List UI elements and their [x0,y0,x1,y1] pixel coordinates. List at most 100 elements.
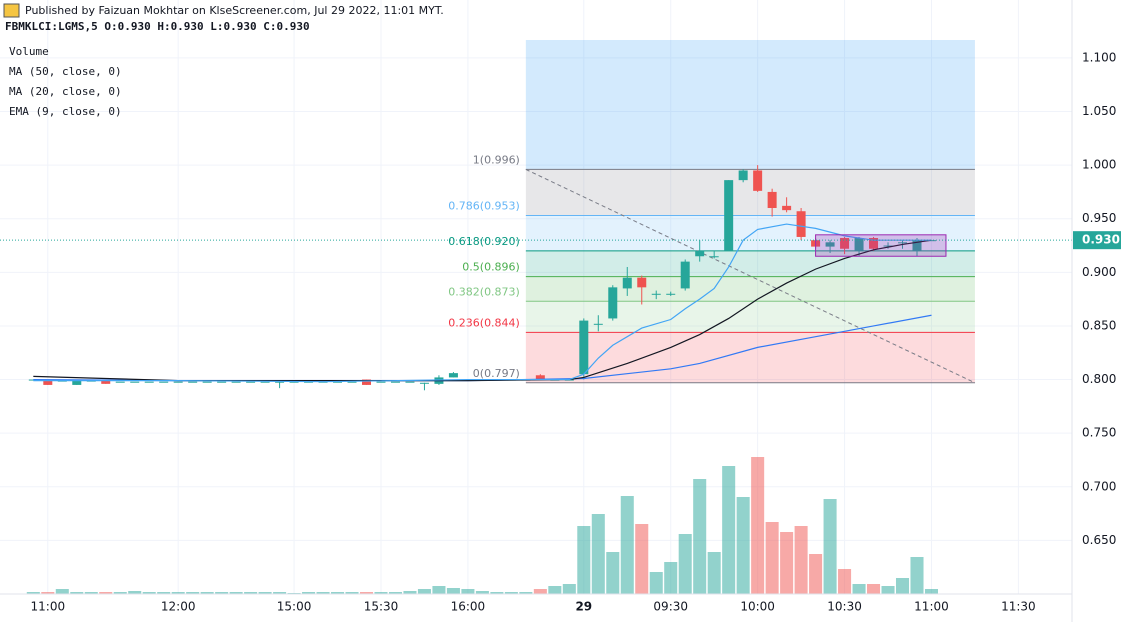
candle-body [144,381,154,383]
volume-bar [838,569,852,594]
candle-body [173,381,183,383]
x-tick-label: 15:00 [277,600,312,614]
candle-body [217,381,227,383]
candle-body [72,379,82,385]
candle-body [362,379,372,385]
candle-body [738,170,748,181]
candle-body [825,242,835,247]
candle-body [101,379,111,384]
volume-bar [171,592,185,594]
volume-bar [157,592,171,594]
candle-body [666,293,676,295]
legend-item: Volume [9,45,49,58]
x-tick-label: 16:00 [451,600,486,614]
volume-bar [809,554,823,594]
y-tick-label: 0.950 [1082,211,1116,225]
volume-bar [302,592,316,594]
x-tick-label: 12:00 [161,600,196,614]
volume-bar [403,591,417,594]
fib-trend-line [525,168,976,384]
volume-bar [461,589,475,594]
indicator-line [33,239,932,382]
candle-body [840,238,850,249]
x-tick-label: 11:30 [1001,600,1036,614]
y-tick-label: 1.050 [1082,104,1116,118]
volume-bar [852,584,866,594]
publisher: Published by Faizuan Mokhtar on KlseScre… [25,4,444,17]
volume-bar [504,592,518,594]
candle-body [753,170,763,191]
candle-body [854,238,864,251]
range-box [815,234,947,257]
volume-bar [562,584,576,594]
volume-bar [200,592,214,594]
volume-bar [591,514,605,594]
volume-bar [41,592,55,594]
y-tick-label: 1.000 [1082,158,1116,172]
fib-zone [525,250,975,277]
volume-bar [722,466,736,594]
x-tick-label: 15:30 [364,600,399,614]
fib-label: 1(0.996) [473,153,520,166]
x-tick-label: 11:00 [914,600,949,614]
fib-zone [525,332,975,383]
candle-body [651,293,661,295]
candle-body [333,381,343,383]
candle-body [275,381,285,383]
fib-zone [525,169,975,216]
logo [3,3,20,18]
candle-body [680,261,690,289]
volume-bar [229,592,243,594]
fib-extension-zone [525,40,975,170]
candle-body [709,256,719,258]
volume-bar [446,588,460,594]
volume-bar [533,589,547,594]
candle-body [622,277,632,289]
candle-body [405,381,415,383]
candle-body [43,379,53,385]
volume-bar [910,557,924,594]
symbol-line: FBMKLCI:LGMS,5 O:0.930 H:0.930 L:0.930 C… [5,20,310,33]
volume-bar [895,578,910,594]
volume-bar [823,499,837,594]
volume-bar [707,552,721,594]
volume-bar [417,589,431,594]
candle-body [390,381,400,383]
candle-body [260,381,270,383]
header: Published by Faizuan Mokhtar on KlseScre… [3,3,444,33]
x-tick-label: 11:00 [31,600,66,614]
x-tick-label: 10:00 [740,600,775,614]
candle-body [376,381,386,383]
volume-bar [548,586,562,594]
plot: 1(0.996) 0.786(0.953) 0.618(0.920) 0.5(0.89… [0,153,1072,391]
volume-bar [736,497,750,594]
candle-body [347,381,357,383]
candle-body [231,381,241,383]
volume-bar [475,591,489,594]
legend-item: EMA (9, close, 0) [9,105,122,118]
fib-label: 0(0.797) [473,367,520,380]
fib-zone [525,276,975,302]
candle-body [130,381,140,383]
last-price-box [1073,231,1121,250]
volume-bar [490,592,504,594]
candle-body [188,381,198,383]
volume-bar [215,592,229,594]
volume-bar [273,592,287,594]
volume-bar [881,586,895,594]
volume-bar [258,592,272,594]
volume-bar [751,457,765,594]
volume-bar [244,592,258,594]
y-tick-label: 0.650 [1082,533,1116,547]
candle-body [593,323,603,325]
volume-bar [924,589,938,594]
candle-body [898,242,908,244]
volume-bar [128,591,142,594]
fib-label: 0.786(0.953) [448,200,520,213]
last-price-label: 0.930 [1082,233,1120,247]
volume-bar [620,496,634,594]
candle-body [869,238,879,249]
x-tick-label: 09:30 [653,600,688,614]
